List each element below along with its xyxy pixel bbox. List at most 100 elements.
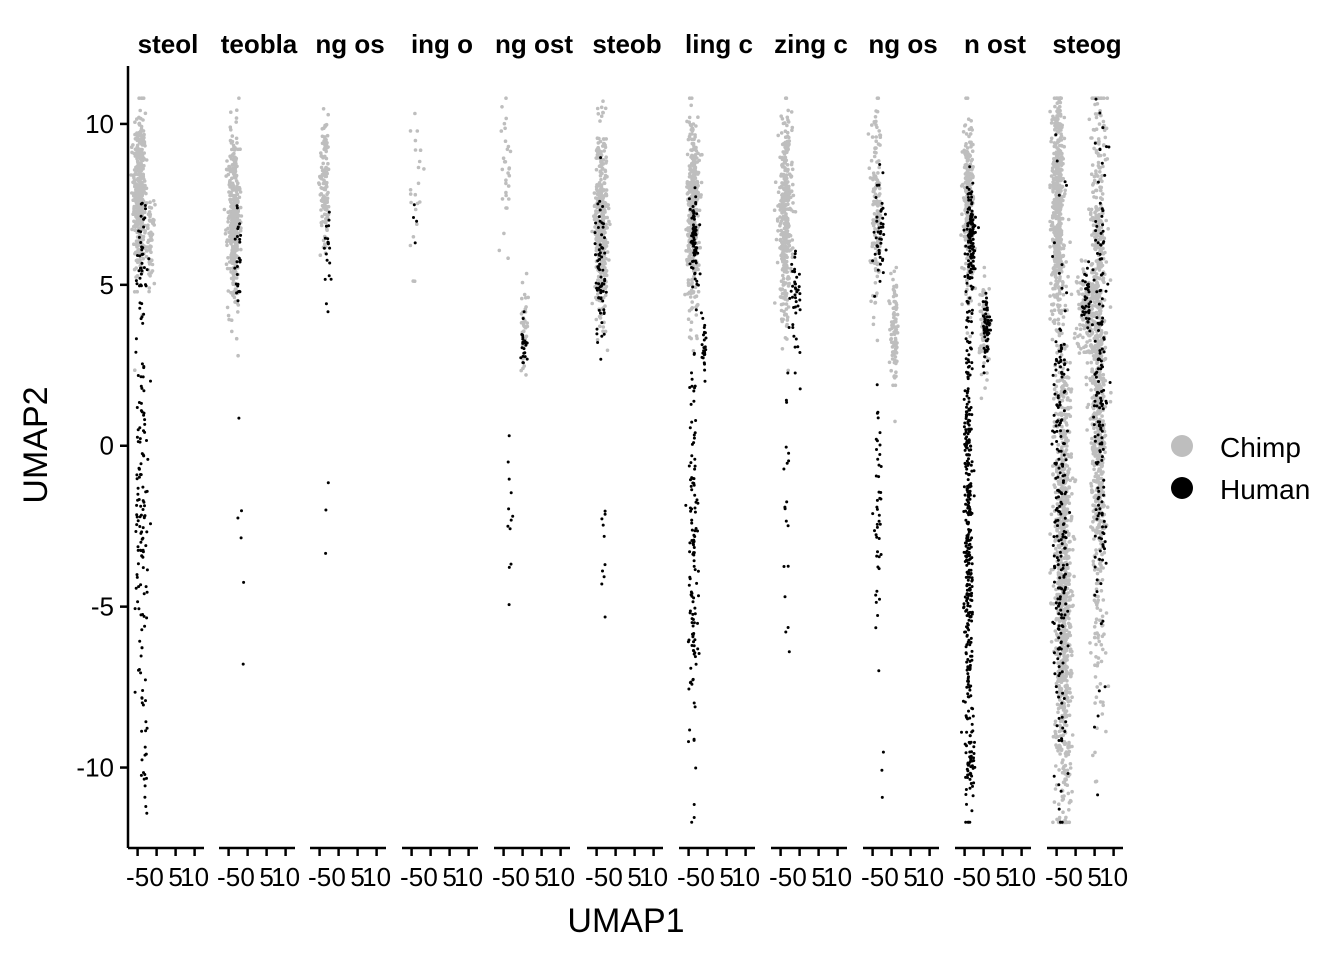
panel-strip-title: steob <box>592 29 661 59</box>
data-point <box>147 262 152 266</box>
data-point <box>133 607 137 611</box>
data-point <box>693 651 697 655</box>
data-point <box>236 213 240 217</box>
data-point <box>968 583 971 587</box>
data-point <box>874 135 878 139</box>
data-point <box>226 313 231 318</box>
data-point <box>961 130 966 134</box>
data-point <box>137 96 141 100</box>
data-point <box>131 212 135 216</box>
data-point <box>598 268 602 272</box>
data-point <box>601 225 605 229</box>
data-point <box>984 303 988 307</box>
data-point <box>964 652 968 656</box>
data-point <box>965 715 968 719</box>
data-point <box>141 508 145 511</box>
data-point <box>327 274 331 278</box>
data-point <box>132 219 136 224</box>
panel-strip-title: teobla <box>221 29 298 59</box>
data-point <box>691 231 695 235</box>
data-point <box>967 762 971 766</box>
data-point <box>970 195 974 199</box>
data-point <box>874 196 878 199</box>
data-point <box>137 172 142 177</box>
data-point <box>967 175 972 180</box>
data-point <box>690 126 695 130</box>
data-point <box>697 652 701 655</box>
data-point <box>889 320 894 324</box>
data-point <box>690 266 693 269</box>
data-point <box>693 467 697 471</box>
data-point <box>874 626 878 630</box>
data-point <box>964 775 968 779</box>
data-point <box>147 257 151 261</box>
data-point <box>232 148 237 152</box>
data-point <box>970 658 974 662</box>
data-point <box>879 225 883 229</box>
data-point <box>692 399 696 403</box>
data-point <box>785 218 789 222</box>
data-point <box>1051 188 1055 192</box>
data-point <box>139 548 142 552</box>
data-point <box>524 373 528 377</box>
data-point <box>139 583 143 587</box>
data-point <box>967 675 970 679</box>
data-point <box>596 226 600 229</box>
data-point <box>229 110 233 114</box>
data-point <box>965 281 969 285</box>
data-point <box>690 644 694 647</box>
data-point <box>605 250 610 254</box>
data-point <box>229 253 233 257</box>
x-tick-label: 10 <box>639 862 668 892</box>
data-point <box>237 96 241 100</box>
x-tick-label: -5 <box>861 862 884 892</box>
data-point <box>689 148 693 152</box>
data-point <box>144 729 148 733</box>
data-point <box>967 187 971 191</box>
data-point <box>965 584 969 588</box>
data-point <box>969 444 973 448</box>
data-point <box>968 419 972 423</box>
data-point <box>1061 322 1065 327</box>
data-point <box>877 129 881 133</box>
data-point <box>688 207 692 211</box>
data-point <box>784 630 788 634</box>
data-point <box>324 138 328 142</box>
data-point <box>779 131 784 135</box>
data-point <box>893 342 897 347</box>
data-point <box>601 268 605 272</box>
data-point <box>695 498 699 502</box>
data-point <box>872 154 877 159</box>
data-point <box>139 161 143 165</box>
data-point <box>1052 321 1057 326</box>
data-point <box>1056 117 1060 121</box>
data-point <box>326 237 330 241</box>
data-point <box>878 143 882 147</box>
data-point <box>233 164 238 169</box>
data-point <box>969 198 973 202</box>
data-point <box>226 255 230 260</box>
data-point <box>963 252 967 256</box>
data-point <box>413 148 418 152</box>
data-point <box>224 228 228 232</box>
series-chimp <box>959 96 993 401</box>
data-point <box>870 123 874 127</box>
data-point <box>776 229 780 233</box>
data-point <box>869 299 873 304</box>
data-point <box>690 216 694 220</box>
data-point <box>1056 140 1060 144</box>
data-point <box>877 669 881 673</box>
data-point <box>149 250 153 255</box>
data-point <box>965 96 970 100</box>
data-point <box>784 398 788 402</box>
data-point <box>323 242 327 246</box>
data-point <box>522 310 526 314</box>
data-point <box>971 259 975 263</box>
data-point <box>700 355 704 359</box>
data-point <box>415 222 419 226</box>
data-point <box>893 293 898 298</box>
data-point <box>506 144 511 149</box>
data-point <box>879 491 883 494</box>
data-point <box>603 329 608 334</box>
data-point <box>415 129 420 133</box>
